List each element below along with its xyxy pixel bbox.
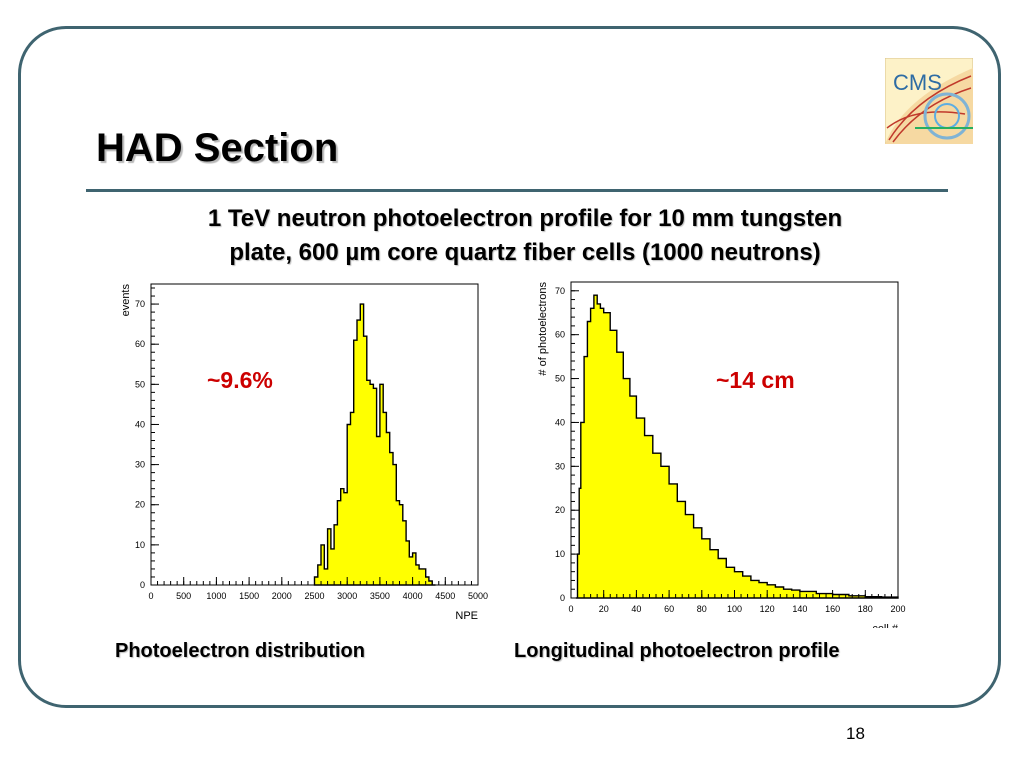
y-tick-label: 20 <box>555 505 565 515</box>
caption-right: Longitudinal photoelectron profile <box>514 640 840 662</box>
x-tick-label: 4000 <box>403 591 423 601</box>
x-tick-label: 180 <box>858 604 873 614</box>
y-tick-label: 60 <box>135 339 145 349</box>
x-tick-label: 3000 <box>337 591 357 601</box>
caption-left: Photoelectron distribution <box>115 640 365 662</box>
x-tick-label: 0 <box>568 604 573 614</box>
slide-frame <box>18 26 1001 708</box>
y-tick-label: 0 <box>560 593 565 603</box>
x-tick-label: 1500 <box>239 591 259 601</box>
y-tick-label: 10 <box>555 549 565 559</box>
x-tick-label: 100 <box>727 604 742 614</box>
x-axis-label: cell # <box>872 623 899 628</box>
x-axis-label: NPE <box>455 610 478 622</box>
x-tick-label: 80 <box>697 604 707 614</box>
x-tick-label: 2500 <box>304 591 324 601</box>
x-tick-label: 140 <box>792 604 807 614</box>
subtitle-line-2: plate, 600 µm core quartz fiber cells (1… <box>229 239 821 266</box>
x-tick-label: 200 <box>890 604 905 614</box>
x-tick-label: 1000 <box>206 591 226 601</box>
y-tick-label: 50 <box>135 379 145 389</box>
page-number: 18 <box>846 724 865 743</box>
x-tick-label: 60 <box>664 604 674 614</box>
y-tick-label: 40 <box>135 419 145 429</box>
slide-subtitle: 1 TeV neutron photoelectron profile for … <box>60 202 990 270</box>
y-tick-label: 0 <box>140 580 145 590</box>
x-tick-label: 500 <box>176 591 191 601</box>
y-axis-label: events <box>120 284 132 317</box>
subtitle-line-1: 1 TeV neutron photoelectron profile for … <box>207 205 843 232</box>
y-tick-label: 30 <box>135 460 145 470</box>
y-tick-label: 40 <box>555 417 565 427</box>
x-tick-label: 5000 <box>468 591 488 601</box>
title-divider <box>86 189 948 192</box>
x-tick-label: 40 <box>631 604 641 614</box>
y-tick-label: 10 <box>135 540 145 550</box>
slide-title: HAD Section <box>96 126 339 170</box>
x-tick-label: 0 <box>148 591 153 601</box>
y-tick-label: 30 <box>555 461 565 471</box>
y-tick-label: 20 <box>135 500 145 510</box>
x-tick-label: 120 <box>760 604 775 614</box>
y-axis-label: # of photoelectrons <box>537 282 549 376</box>
logo-text: CMS <box>893 70 942 95</box>
x-tick-label: 20 <box>599 604 609 614</box>
x-tick-label: 160 <box>825 604 840 614</box>
y-tick-label: 50 <box>555 374 565 384</box>
y-tick-label: 70 <box>135 299 145 309</box>
x-tick-label: 4500 <box>435 591 455 601</box>
length-annotation: ~14 cm <box>716 367 795 393</box>
y-tick-label: 60 <box>555 330 565 340</box>
plot-frame <box>150 283 479 586</box>
x-tick-label: 3500 <box>370 591 390 601</box>
x-tick-label: 2000 <box>272 591 292 601</box>
resolution-annotation: ~9.6% <box>207 367 273 393</box>
photoelectron-distribution-chart: 0 500 1000 1500 2000 2500 3000 3500 4000 4500 5000… <box>120 283 488 622</box>
cms-logo: CMS <box>885 58 973 144</box>
histogram-area <box>313 303 436 586</box>
y-tick-label: 70 <box>555 286 565 296</box>
longitudinal-profile-chart: 0 20 40 60 80 100 120 140 160 180 200 0 10 20 30 40 50 60… <box>537 281 906 628</box>
